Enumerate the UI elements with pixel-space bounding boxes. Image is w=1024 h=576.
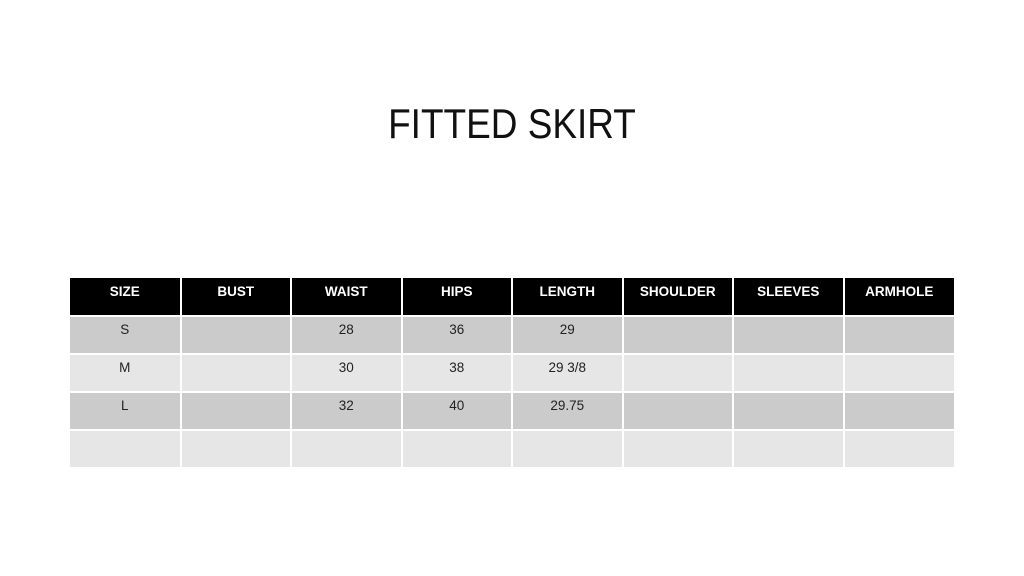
table-cell	[732, 429, 845, 469]
table-cell: M	[70, 353, 182, 393]
header-size: SIZE	[70, 278, 182, 317]
table-cell	[621, 353, 734, 393]
header-length: LENGTH	[511, 278, 624, 317]
header-bust: BUST	[179, 278, 292, 317]
table-cell	[732, 315, 845, 355]
table-cell: 29 3/8	[511, 353, 624, 393]
header-waist: WAIST	[290, 278, 403, 317]
table-cell: 40	[400, 391, 513, 431]
table-cell	[621, 391, 734, 431]
header-row: SIZE BUST WAIST HIPS LENGTH SHOULDER SLE…	[70, 278, 954, 317]
table-cell	[732, 391, 845, 431]
table-cell	[511, 429, 624, 469]
table-cell	[290, 429, 403, 469]
table-cell	[179, 315, 292, 355]
table-row: L 32 40 29.75	[70, 391, 954, 431]
table-cell: S	[70, 315, 182, 355]
table-cell	[621, 429, 734, 469]
table-cell: 38	[400, 353, 513, 393]
table-cell	[842, 391, 954, 431]
table-cell: 32	[290, 391, 403, 431]
table-cell	[621, 315, 734, 355]
table-cell: 28	[290, 315, 403, 355]
table-cell: 29	[511, 315, 624, 355]
table-row: S 28 36 29	[70, 315, 954, 355]
header-shoulder: SHOULDER	[621, 278, 734, 317]
table-cell	[179, 353, 292, 393]
table-cell: 29.75	[511, 391, 624, 431]
table-cell	[842, 353, 954, 393]
header-hips: HIPS	[400, 278, 513, 317]
table-cell	[842, 429, 954, 469]
table-cell: 30	[290, 353, 403, 393]
table-cell	[70, 429, 182, 469]
table-cell	[179, 391, 292, 431]
table-cell	[179, 429, 292, 469]
slide-title: FITTED SKIRT	[388, 100, 636, 147]
table-cell	[842, 315, 954, 355]
table-cell	[732, 353, 845, 393]
size-chart-table: SIZE BUST WAIST HIPS LENGTH SHOULDER SLE…	[70, 278, 954, 469]
table-cell	[400, 429, 513, 469]
header-sleeves: SLEEVES	[732, 278, 845, 317]
table-row	[70, 429, 954, 469]
table-row: M 30 38 29 3/8	[70, 353, 954, 393]
header-armhole: ARMHOLE	[842, 278, 954, 317]
table-cell: L	[70, 391, 182, 431]
table-cell: 36	[400, 315, 513, 355]
